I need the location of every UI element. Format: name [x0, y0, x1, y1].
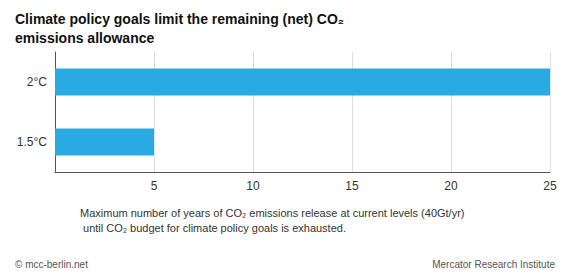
svg-text:15: 15: [345, 179, 359, 193]
svg-text:Maximum number of years of CO₂: Maximum number of years of CO₂ emissions…: [80, 207, 465, 219]
svg-text:5: 5: [151, 179, 158, 193]
svg-text:10: 10: [246, 179, 260, 193]
svg-text:Climate policy goals limit the: Climate policy goals limit the remaining…: [15, 11, 348, 27]
svg-text:Mercator Research Institute: Mercator Research Institute: [432, 259, 555, 270]
svg-text:2°C: 2°C: [27, 75, 47, 89]
svg-text:20: 20: [444, 179, 458, 193]
svg-text:1.5°C: 1.5°C: [17, 135, 47, 149]
svg-text:until CO₂ budget for climate p: until CO₂ budget for climate policy goal…: [80, 222, 346, 234]
svg-text:© mcc-berlin.net: © mcc-berlin.net: [15, 259, 88, 270]
svg-text:25: 25: [543, 179, 557, 193]
svg-text:emissions allowance: emissions allowance: [15, 30, 154, 46]
